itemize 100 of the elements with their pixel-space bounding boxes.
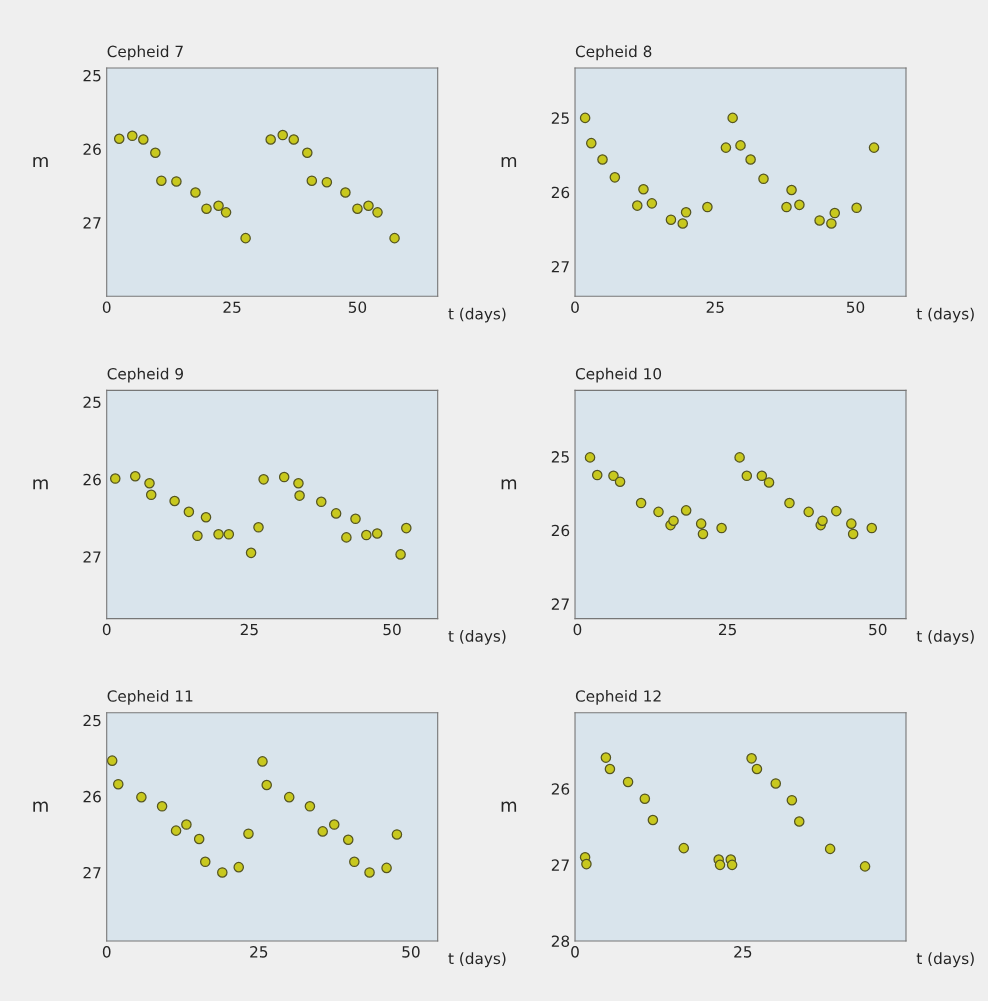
y-tick-label: 27: [83, 551, 101, 563]
point: [253, 522, 264, 533]
point: [240, 232, 251, 244]
x-axis-title: t (days): [448, 307, 506, 323]
point: [600, 752, 612, 763]
point: [653, 506, 664, 518]
point: [349, 856, 360, 868]
point: [639, 793, 651, 804]
y-tick-label: 26: [83, 790, 101, 803]
point: [851, 202, 862, 214]
point: [395, 549, 406, 560]
point: [786, 184, 797, 196]
point: [763, 477, 775, 488]
point: [129, 470, 141, 482]
point: [638, 183, 649, 195]
point: [213, 200, 224, 212]
point: [277, 129, 289, 141]
point: [330, 508, 342, 519]
point: [831, 505, 842, 517]
point: [751, 763, 763, 775]
point: [680, 505, 692, 516]
point: [622, 776, 634, 788]
chart-title: Cepheid 10: [575, 367, 662, 383]
point: [341, 532, 352, 543]
point: [321, 176, 333, 188]
point: [794, 199, 805, 211]
y-tick-label: 27: [83, 866, 101, 879]
point: [340, 187, 351, 198]
x-tick-label: 0: [102, 301, 111, 313]
x-axis-title: t (days): [448, 952, 506, 968]
point: [156, 801, 168, 812]
chart-title: Cepheid 11: [107, 689, 193, 705]
point: [200, 511, 212, 523]
point: [847, 528, 859, 540]
point: [735, 140, 746, 151]
point: [350, 513, 361, 525]
point: [265, 134, 276, 145]
y-tick-label: 25: [551, 451, 569, 463]
point: [716, 522, 727, 534]
point: [635, 497, 647, 509]
point: [170, 825, 182, 836]
point: [193, 833, 205, 845]
point: [824, 843, 836, 855]
point: [665, 214, 677, 226]
point: [770, 778, 782, 789]
point: [614, 476, 626, 487]
x-tick-label: 50: [383, 623, 401, 636]
point: [217, 867, 228, 878]
point: [126, 130, 138, 142]
point: [668, 515, 679, 526]
point: [868, 142, 880, 153]
point: [258, 474, 269, 485]
point: [288, 134, 300, 145]
point: [745, 154, 756, 165]
y-axis-title: m: [501, 156, 517, 168]
y-axis-title: m: [33, 479, 48, 490]
point: [109, 473, 121, 484]
point: [136, 791, 147, 803]
point: [294, 490, 305, 501]
point: [361, 529, 372, 541]
point: [156, 175, 167, 186]
point: [183, 506, 195, 518]
chart-title: Cepheid 7: [107, 45, 183, 61]
point: [391, 829, 403, 840]
point: [680, 207, 692, 218]
x-tick-label: 0: [571, 946, 579, 958]
y-tick-label: 26: [83, 473, 101, 486]
point: [678, 842, 690, 854]
point: [261, 779, 273, 791]
y-tick-label: 26: [551, 783, 570, 795]
x-tick-label: 25: [718, 623, 736, 636]
point: [112, 778, 124, 790]
point: [784, 497, 795, 509]
x-tick-label: 25: [706, 301, 724, 313]
y-tick-label: 27: [83, 217, 101, 229]
point: [632, 200, 643, 211]
point: [169, 495, 180, 507]
x-tick-label: 50: [348, 301, 367, 313]
point: [328, 819, 340, 830]
point: [846, 518, 857, 529]
point: [697, 528, 709, 540]
x-tick-label: 50: [402, 946, 420, 958]
x-tick-label: 25: [734, 946, 752, 958]
y-tick-label: 26: [551, 186, 570, 199]
point: [306, 175, 318, 186]
point: [352, 203, 363, 214]
y-axis-title: m: [33, 156, 48, 168]
point: [145, 489, 157, 501]
point: [581, 858, 592, 870]
point: [859, 861, 871, 872]
y-tick-label: 27: [551, 261, 569, 273]
point: [245, 547, 257, 559]
point: [726, 859, 738, 871]
x-tick-label: 50: [869, 623, 887, 636]
point: [781, 201, 792, 213]
chart-title: Cepheid 12: [575, 689, 661, 705]
point: [604, 763, 616, 775]
y-tick-label: 25: [551, 112, 569, 124]
point: [220, 207, 232, 218]
point: [746, 753, 757, 764]
